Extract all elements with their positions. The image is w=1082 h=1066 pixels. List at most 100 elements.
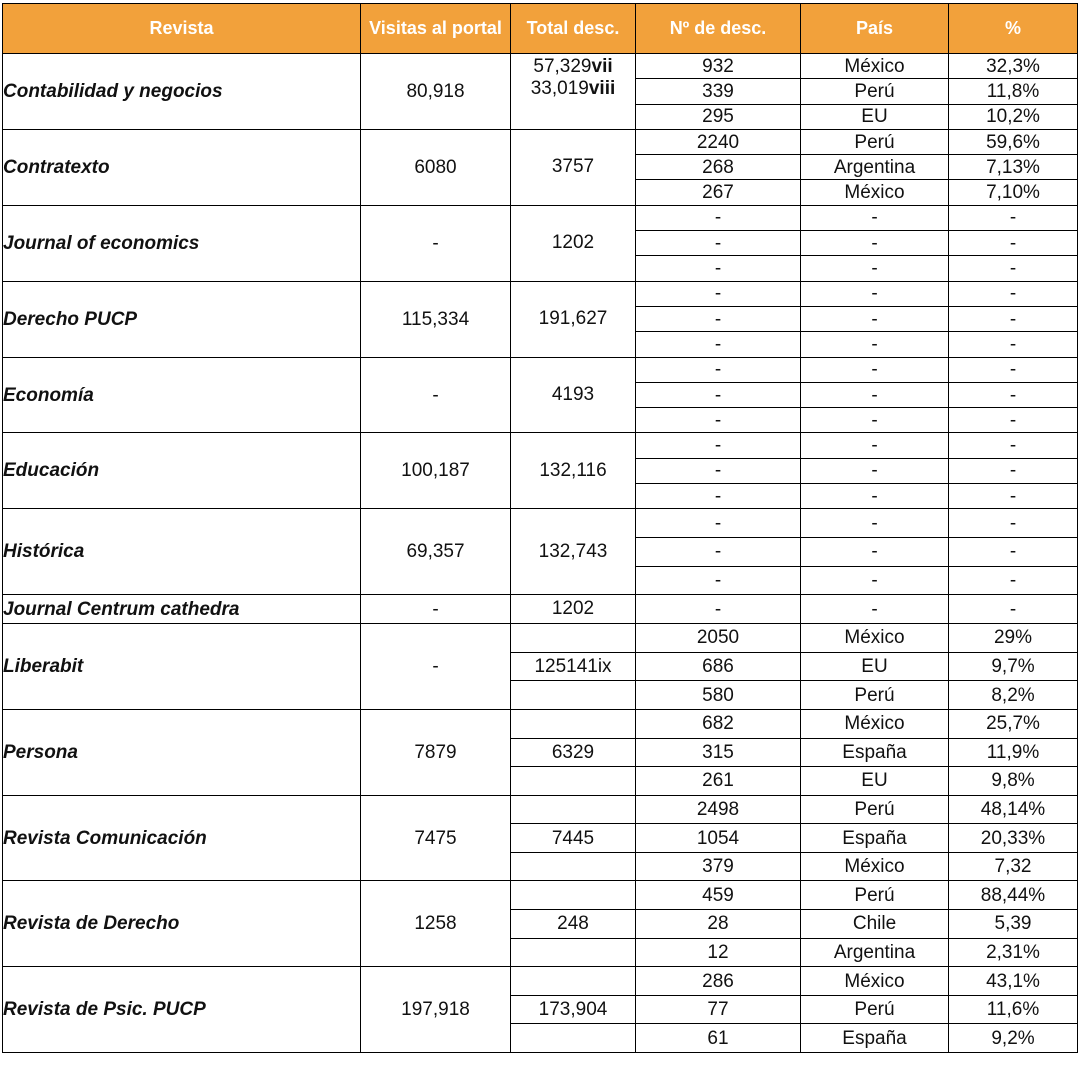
country-value: -: [800, 432, 949, 459]
visitas-value: 115,334: [360, 280, 511, 358]
pct-value: -: [948, 483, 1078, 510]
table-row: Educación 100,187 132,116- - -: [2, 432, 1078, 510]
table-row: 339 Perú 11,8%: [3, 78, 1078, 105]
journal-name: Contabilidad y negocios: [2, 53, 361, 130]
country-value: -: [800, 356, 949, 383]
journal-name: Contratexto: [2, 128, 361, 206]
ndesc-value: -: [635, 381, 801, 409]
header-row: Revista Visitas al portal Total desc. Nº…: [2, 3, 1078, 54]
pct-value: 10,2%: [948, 103, 1078, 130]
country-value: Perú: [800, 994, 949, 1025]
country-value: México: [800, 179, 949, 206]
table-row: Revista de Derecho 1258 459 Perú 88,44%: [2, 880, 1078, 968]
table-row: 6329 315 España 11,9%: [3, 737, 1078, 768]
visitas-value: 80,918: [360, 53, 511, 130]
ndesc-value: -: [635, 230, 801, 257]
pct-value: -: [948, 565, 1078, 596]
ndesc-value: -: [635, 536, 801, 567]
pct-value: 5,39: [948, 909, 1078, 939]
pct-value: -: [948, 280, 1078, 307]
pct-value: 2,31%: [948, 937, 1078, 968]
pct-value: 9,2%: [948, 1023, 1078, 1054]
country-value: Perú: [800, 794, 949, 825]
total-cell: [510, 680, 636, 710]
ndesc-value: 267: [635, 179, 801, 206]
country-value: -: [800, 230, 949, 257]
table-row: 268 Argentina 7,13%: [3, 154, 1078, 181]
ndesc-value: 1054: [635, 823, 801, 853]
pct-value: 32,3%: [948, 52, 1078, 80]
table-row: Contabilidad y negocios 80,918 57,329vii 33…: [2, 52, 1078, 130]
pct-value: 7,13%: [948, 154, 1078, 181]
ndesc-value: 268: [635, 154, 801, 181]
country-value: -: [800, 255, 949, 282]
ndesc-value: -: [635, 457, 801, 485]
country-value: -: [800, 331, 949, 358]
ndesc-value: -: [635, 565, 801, 596]
country-value: España: [800, 823, 949, 853]
ndesc-value: 286: [635, 966, 801, 996]
pct-value: -: [948, 508, 1078, 538]
table-row: ---: [3, 230, 1078, 257]
table-row: 173,904 77 Perú 11,6%: [3, 994, 1078, 1025]
table-row: ---: [3, 305, 1078, 333]
pct-value: -: [948, 255, 1078, 282]
table-row: 267 México 7,10%: [3, 179, 1078, 206]
pct-value: 7,32: [948, 851, 1078, 882]
country-value: -: [800, 204, 949, 232]
visitas-value: 197,918: [360, 966, 511, 1054]
visitas-value: 69,357: [360, 508, 511, 596]
ndesc-value: -: [635, 280, 801, 307]
total-cell: [510, 623, 636, 653]
country-value: España: [800, 1023, 949, 1054]
header-revista: Revista: [2, 3, 361, 54]
visitas-value: -: [360, 594, 511, 625]
table-row: Revista Comunicación 7475 2498 Perú 48,14%: [2, 794, 1078, 882]
ndesc-value: 2498: [635, 794, 801, 825]
table-row: 7445 1054 España 20,33%: [3, 823, 1078, 853]
journal-name: Revista Comunicación: [2, 794, 361, 882]
table-body: Contabilidad y negocios 80,918 57,329vii 33…: [2, 52, 1078, 1054]
country-value: Perú: [800, 880, 949, 911]
journals-table: Revista Visitas al portal Total desc. Nº…: [2, 3, 1078, 1054]
country-value: -: [800, 280, 949, 307]
visitas-value: 7879: [360, 708, 511, 796]
visitas-value: 1258: [360, 880, 511, 968]
pct-value: 7,10%: [948, 179, 1078, 206]
pct-value: 20,33%: [948, 823, 1078, 853]
ndesc-value: 682: [635, 708, 801, 739]
table-row: ---: [3, 483, 1078, 510]
ndesc-value: 261: [635, 766, 801, 796]
pct-value: 11,8%: [948, 78, 1078, 105]
total-cell: [510, 794, 636, 825]
country-value: EU: [800, 651, 949, 682]
total-line: 57,329vii: [533, 56, 613, 77]
pct-value: -: [948, 457, 1078, 485]
ndesc-value: -: [635, 483, 801, 510]
table-row: Liberabit - 2050 México 29%: [2, 623, 1078, 710]
total-value: 132,116: [510, 432, 636, 510]
country-value: México: [800, 708, 949, 739]
header-ndesc: Nº de desc.: [635, 3, 801, 54]
table-row: ---: [3, 565, 1078, 596]
ndesc-value: -: [635, 594, 801, 625]
country-value: -: [800, 457, 949, 485]
table-row: ---: [3, 255, 1078, 282]
country-value: -: [800, 565, 949, 596]
pct-value: 29%: [948, 623, 1078, 653]
pct-value: 11,9%: [948, 737, 1078, 768]
total-line: 33,019viii: [530, 78, 616, 99]
journal-name: Revista de Psic. PUCP: [2, 966, 361, 1054]
total-cell: [510, 880, 636, 911]
pct-value: -: [948, 305, 1078, 333]
table-row: Journal of economics -1202- - -: [2, 204, 1078, 282]
journal-name: Journal Centrum cathedra: [2, 594, 361, 625]
country-value: Argentina: [800, 937, 949, 968]
ndesc-value: 2240: [635, 128, 801, 156]
ndesc-value: -: [635, 331, 801, 358]
country-value: México: [800, 851, 949, 882]
country-value: Argentina: [800, 154, 949, 181]
pct-value: 59,6%: [948, 128, 1078, 156]
journal-name: Derecho PUCP: [2, 280, 361, 358]
table-row: ---: [3, 407, 1078, 434]
